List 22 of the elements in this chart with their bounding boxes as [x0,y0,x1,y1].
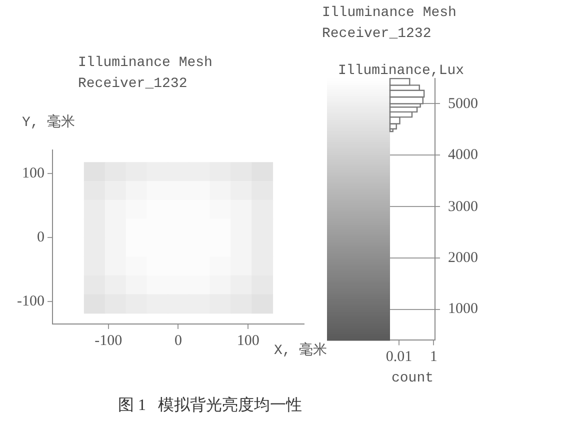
x-tick-label: 1 [430,349,438,366]
color-bar-label: 1000 [448,300,478,320]
y-axis-title: Y, 毫米 [22,114,76,132]
color-bar-label: 5000 [448,94,478,114]
x-tick-label: 100 [236,332,260,349]
color-bar-label: 3000 [448,198,478,217]
x-tick-label: 0 [174,332,182,349]
chart-title: Illuminance Mesh [322,4,456,22]
color-bar-title: Illuminance,Lux [338,62,464,80]
color-bar-label: 2000 [448,248,478,268]
y-tick-label: 0 [36,230,44,246]
x-tick-label: -100 [94,332,122,349]
y-tick-label: 100 [22,166,44,182]
color-bar-label: 4000 [448,146,478,166]
x-axis-title: count [391,370,434,386]
x-axis-title: X, 毫米 [274,342,328,360]
caption: 图 1 模拟背光亮度均一性 [118,396,302,416]
chart-subtitle: Receiver_1232 [322,25,432,44]
x-tick-label: 0.01 [386,349,412,366]
chart-subtitle: Receiver_1232 [78,75,188,94]
chart-title: Illuminance Mesh [78,54,212,72]
y-tick-label: -100 [16,294,44,310]
